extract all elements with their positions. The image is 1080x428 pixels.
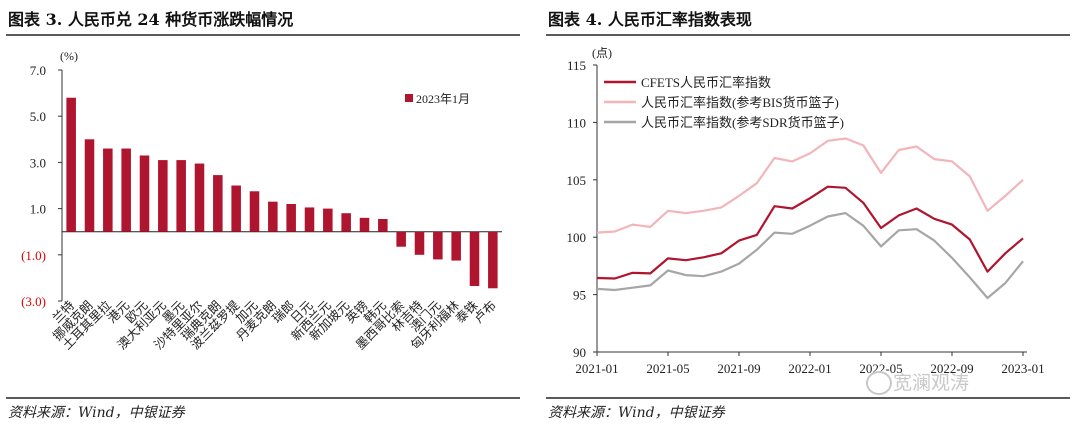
bar	[469, 231, 480, 286]
bar	[121, 148, 131, 232]
bar-chart: (%)7.05.03.01.0(1.0)(3.0) 兰特挪威克朗土耳其里拉港元欧元…	[21, 49, 502, 352]
bar-y-tick-label: (3.0)	[21, 294, 46, 309]
bar	[396, 231, 406, 247]
line-y-tick-label: 100	[567, 230, 587, 245]
bar	[488, 231, 498, 289]
line-y-tick-label: 110	[567, 115, 586, 130]
right-source-rule	[546, 397, 1070, 399]
bar-y-tick-label: 3.0	[30, 155, 46, 170]
bar	[341, 213, 351, 232]
bar	[378, 218, 388, 232]
bar-y-tick-label: (1.0)	[21, 248, 46, 263]
bar	[414, 231, 425, 255]
bar	[304, 207, 315, 232]
left-source-note: 资料来源：Wind，中银证券	[8, 405, 185, 421]
line-series	[596, 137, 1024, 234]
right-title-rule	[546, 34, 1070, 36]
line-legend-label: CFETS人民币汇率指数	[641, 75, 771, 90]
line-x-tick-label: 2022-01	[788, 361, 831, 376]
line-unit-label: (点)	[592, 46, 612, 60]
bar	[213, 175, 223, 232]
line-y-tick-label: 90	[573, 345, 586, 360]
bar	[176, 160, 186, 232]
right-source-note: 资料来源：Wind，中银证券	[548, 405, 725, 421]
bar-y-tick-label: 1.0	[30, 202, 46, 217]
bar	[231, 185, 241, 232]
left-source-rule	[6, 397, 520, 399]
bar	[249, 191, 260, 232]
bar-category-label: 卢布	[471, 298, 499, 326]
left-chart-title: 图表 3. 人民币兑 24 种货币涨跌幅情况	[8, 10, 294, 29]
line-y-tick-label: 95	[573, 288, 586, 303]
line-x-tick-label: 2022-05	[859, 361, 902, 376]
left-title-rule	[6, 34, 520, 36]
line-legend-label: 人民币汇率指数(参考BIS货币篮子)	[641, 95, 839, 110]
watermark-text: 宽澜观涛	[893, 372, 970, 394]
line-series	[596, 212, 1024, 300]
line-x-tick-label: 2021-09	[717, 361, 760, 376]
line-series	[596, 185, 1024, 280]
line-y-tick-label: 115	[567, 58, 586, 73]
right-panel: 图表 4. 人民币汇率指数表现 (点) 115 110 105 100 95 90 2021-…	[540, 0, 1080, 428]
bar-y-tick-label: 7.0	[30, 63, 46, 78]
bar-unit-label: (%)	[60, 49, 78, 63]
bar	[268, 201, 278, 232]
line-x-tick-label: 2021-05	[646, 361, 689, 376]
line-x-tick-label: 2023-01	[1001, 361, 1044, 376]
bar-y-tick-label: 5.0	[30, 109, 46, 124]
bar	[66, 97, 76, 232]
bar	[359, 217, 370, 232]
bar	[84, 139, 95, 232]
bar-legend-label: 2023年1月	[416, 92, 470, 106]
bar	[139, 155, 150, 232]
bar-legend-swatch	[405, 94, 413, 102]
right-chart-title: 图表 4. 人民币汇率指数表现	[548, 10, 752, 29]
bar	[323, 208, 333, 232]
left-panel: 图表 3. 人民币兑 24 种货币涨跌幅情况 (%) 7.0 5.0 3.0 1.0 (1…	[0, 0, 530, 428]
bar	[433, 231, 443, 260]
bar	[451, 231, 461, 261]
line-x-tick-label: 2021-01	[575, 361, 618, 376]
line-y-tick-label: 105	[567, 173, 587, 188]
line-x-tick-label: 2022-09	[930, 361, 973, 376]
line-legend-label: 人民币汇率指数(参考SDR货币篮子)	[641, 115, 844, 130]
wechat-icon	[866, 371, 892, 395]
bar	[158, 160, 168, 232]
bar	[103, 148, 113, 232]
bar	[286, 203, 296, 232]
bar	[194, 163, 205, 232]
